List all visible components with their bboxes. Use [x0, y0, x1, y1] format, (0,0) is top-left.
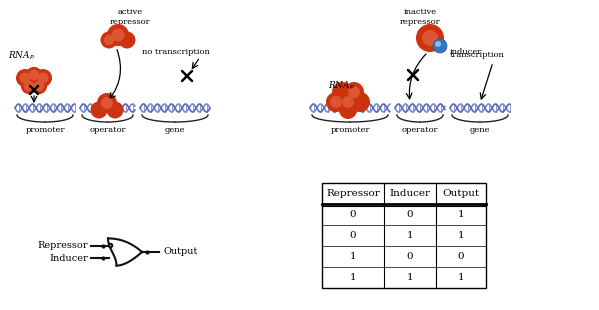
- Text: RNA$_P$: RNA$_P$: [328, 80, 355, 92]
- Circle shape: [435, 41, 441, 47]
- Circle shape: [422, 30, 438, 46]
- Circle shape: [101, 32, 117, 48]
- Text: Inducer: Inducer: [389, 189, 431, 198]
- Text: 1: 1: [350, 252, 356, 261]
- Circle shape: [342, 96, 354, 108]
- Text: inducer: inducer: [450, 48, 482, 56]
- Text: promoter: promoter: [25, 126, 65, 134]
- Circle shape: [350, 92, 370, 112]
- Circle shape: [107, 24, 129, 46]
- Circle shape: [20, 73, 31, 83]
- Text: Inducer: Inducer: [49, 254, 88, 263]
- Circle shape: [111, 29, 125, 42]
- Circle shape: [38, 73, 49, 83]
- Circle shape: [119, 32, 135, 48]
- Circle shape: [338, 92, 358, 112]
- Text: promoter: promoter: [330, 126, 370, 134]
- Circle shape: [16, 69, 34, 87]
- Text: 0: 0: [350, 210, 356, 219]
- Bar: [322, 183, 486, 288]
- Circle shape: [339, 101, 357, 119]
- Text: Output: Output: [443, 189, 480, 198]
- Circle shape: [97, 93, 117, 113]
- Circle shape: [416, 24, 444, 52]
- Text: 1: 1: [458, 273, 464, 282]
- Text: 0: 0: [458, 252, 464, 261]
- Circle shape: [90, 101, 107, 118]
- Text: Repressor: Repressor: [38, 241, 88, 250]
- Text: inactive
repressor: inactive repressor: [400, 8, 440, 26]
- Text: 1: 1: [458, 231, 464, 240]
- Text: active
repressor: active repressor: [110, 8, 150, 26]
- Circle shape: [31, 78, 47, 94]
- Circle shape: [104, 35, 114, 45]
- Circle shape: [34, 69, 52, 87]
- Circle shape: [348, 86, 360, 98]
- Circle shape: [34, 81, 44, 91]
- Circle shape: [109, 244, 112, 247]
- Text: 0: 0: [407, 252, 413, 261]
- Text: 1: 1: [350, 273, 356, 282]
- Text: 1: 1: [407, 273, 413, 282]
- Text: gene: gene: [470, 126, 490, 134]
- Text: 1: 1: [407, 231, 413, 240]
- Text: transcription: transcription: [450, 51, 505, 59]
- Circle shape: [101, 97, 113, 109]
- Text: 0: 0: [407, 210, 413, 219]
- Text: no transcription: no transcription: [142, 48, 210, 56]
- Circle shape: [330, 96, 342, 108]
- Circle shape: [332, 82, 352, 102]
- Circle shape: [433, 39, 447, 53]
- Circle shape: [26, 67, 42, 83]
- Text: Output: Output: [163, 247, 198, 256]
- Text: gene: gene: [165, 126, 185, 134]
- Text: RNA$_P$: RNA$_P$: [8, 50, 35, 62]
- Circle shape: [107, 101, 123, 118]
- Circle shape: [29, 70, 40, 80]
- Text: 0: 0: [350, 231, 356, 240]
- Circle shape: [326, 92, 346, 112]
- Text: operator: operator: [89, 126, 126, 134]
- Text: 1: 1: [458, 210, 464, 219]
- Circle shape: [23, 81, 34, 91]
- Circle shape: [21, 78, 37, 94]
- Circle shape: [344, 82, 364, 102]
- Text: Repressor: Repressor: [326, 189, 380, 198]
- Text: operator: operator: [402, 126, 438, 134]
